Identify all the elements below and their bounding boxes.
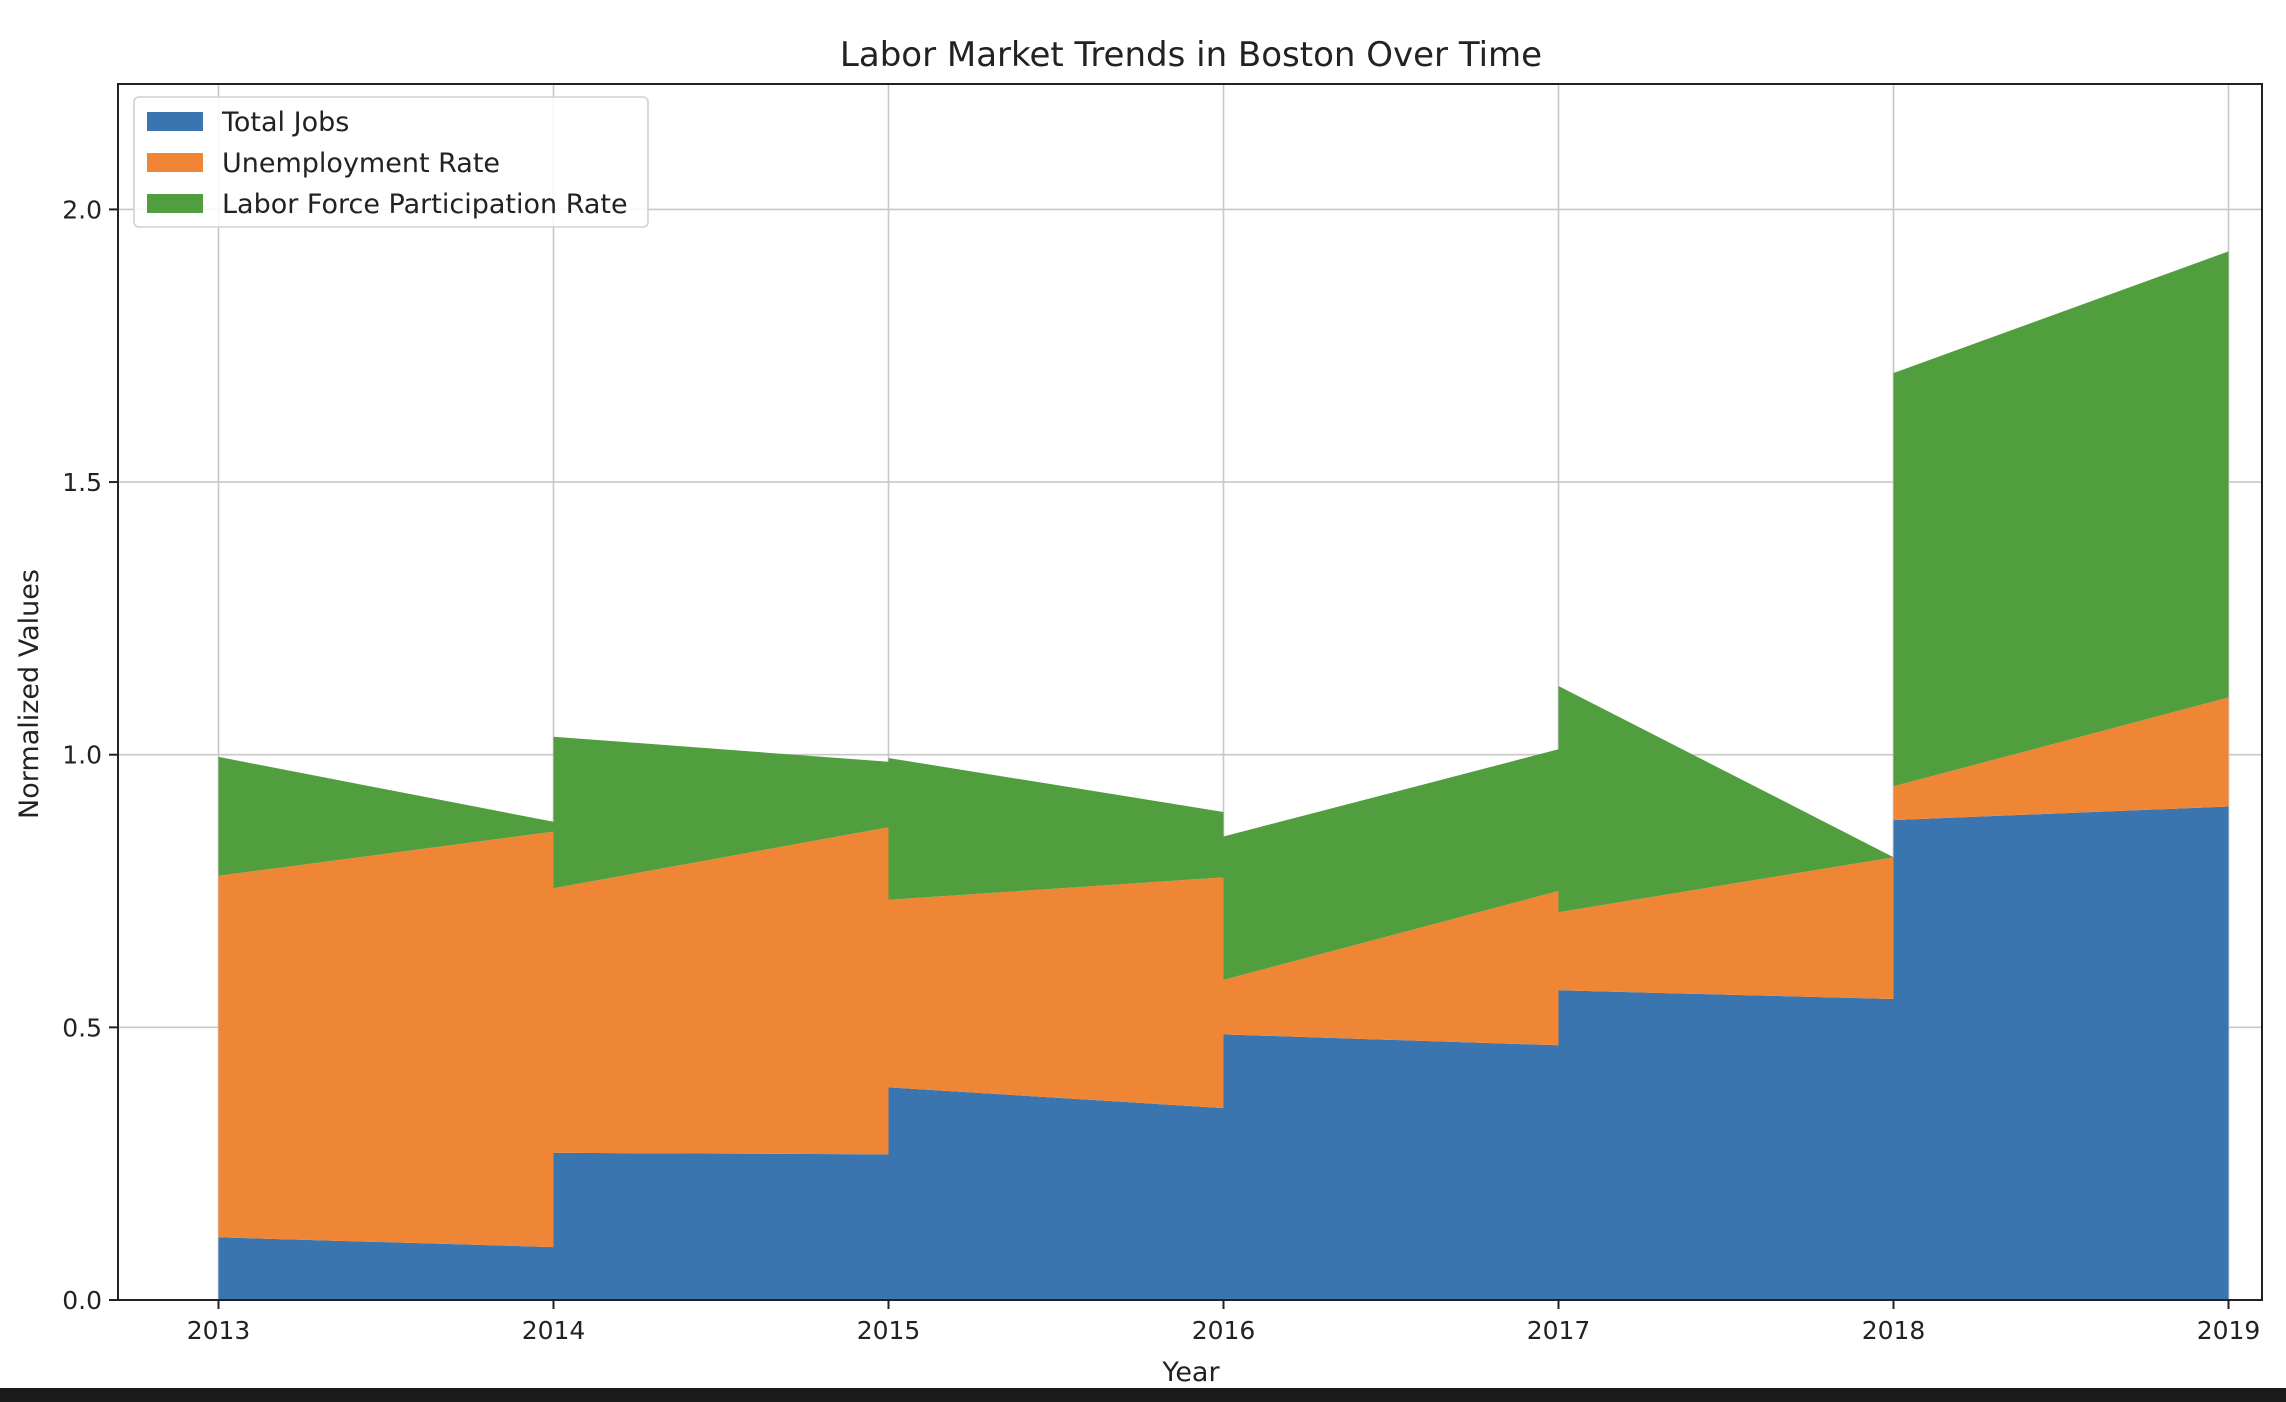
legend-swatch-total-jobs (147, 112, 203, 131)
legend-label-labor-force-participation-rate: Labor Force Participation Rate (222, 189, 628, 220)
bottom-edge (0, 1388, 2286, 1402)
area-total-jobs-2014-2015 (553, 1152, 889, 1300)
area-labor-force-participation-rate-2013-2014 (218, 756, 554, 876)
x-tick-label-2014: 2014 (522, 1316, 586, 1345)
y-axis-label: Normalized Values (14, 569, 45, 819)
legend-label-total-jobs: Total Jobs (221, 107, 349, 138)
area-unemployment-rate-2015-2016 (888, 877, 1224, 1109)
y-tick-label-0.0: 0.0 (62, 1286, 102, 1315)
axes-frame (117, 83, 2263, 1301)
x-tick-label-2018: 2018 (1862, 1316, 1926, 1345)
area-labor-force-participation-rate-2016-2017 (1223, 749, 1559, 980)
ticks: 2013 2014 2015 2016 2017 2018 2019 0.0 0.5 1.0 1.5… (62, 195, 2260, 1345)
y-tick-label-0.5: 0.5 (62, 1013, 102, 1042)
x-tick-label-2013: 2013 (187, 1316, 251, 1345)
x-tick-label-2016: 2016 (1192, 1316, 1256, 1345)
area-unemployment-rate-2013-2014 (218, 831, 554, 1248)
area-unemployment-rate-2018-2019 (1893, 697, 2229, 821)
area-total-jobs-2013-2014 (218, 1237, 554, 1300)
legend: Total Jobs Unemployment Rate Labor Force P… (133, 96, 649, 228)
plot-areas (218, 251, 2229, 1300)
y-tick-label-1.0: 1.0 (62, 741, 102, 770)
x-axis-label: Year (1161, 1357, 1220, 1388)
legend-swatch-unemployment-rate (147, 153, 203, 172)
y-tick-label-2.0: 2.0 (62, 195, 102, 224)
legend-swatch-labor-force-participation-rate (147, 194, 203, 213)
plot-frame (117, 83, 2263, 1301)
y-tick-label-1.5: 1.5 (62, 468, 102, 497)
area-labor-force-participation-rate-2015-2016 (888, 758, 1224, 900)
area-labor-force-participation-rate-2017-2018 (1558, 686, 1894, 913)
chart-title: Labor Market Trends in Boston Over Time (840, 35, 1542, 75)
area-total-jobs-2017-2018 (1558, 990, 1894, 1300)
area-unemployment-rate-2016-2017 (1223, 891, 1559, 1046)
area-unemployment-rate-2014-2015 (553, 827, 889, 1155)
area-labor-force-participation-rate-2014-2015 (553, 736, 889, 889)
legend-box (133, 96, 649, 228)
area-total-jobs-2018-2019 (1893, 806, 2229, 1300)
area-total-jobs-2016-2017 (1223, 1034, 1559, 1300)
x-tick-label-2017: 2017 (1527, 1316, 1591, 1345)
legend-label-unemployment-rate: Unemployment Rate (222, 148, 500, 179)
x-tick-label-2015: 2015 (857, 1316, 921, 1345)
x-tick-label-2019: 2019 (2197, 1316, 2261, 1345)
area-total-jobs-2015-2016 (888, 1087, 1224, 1300)
area-unemployment-rate-2017-2018 (1558, 857, 1894, 999)
area-labor-force-participation-rate-2018-2019 (1893, 251, 2229, 787)
